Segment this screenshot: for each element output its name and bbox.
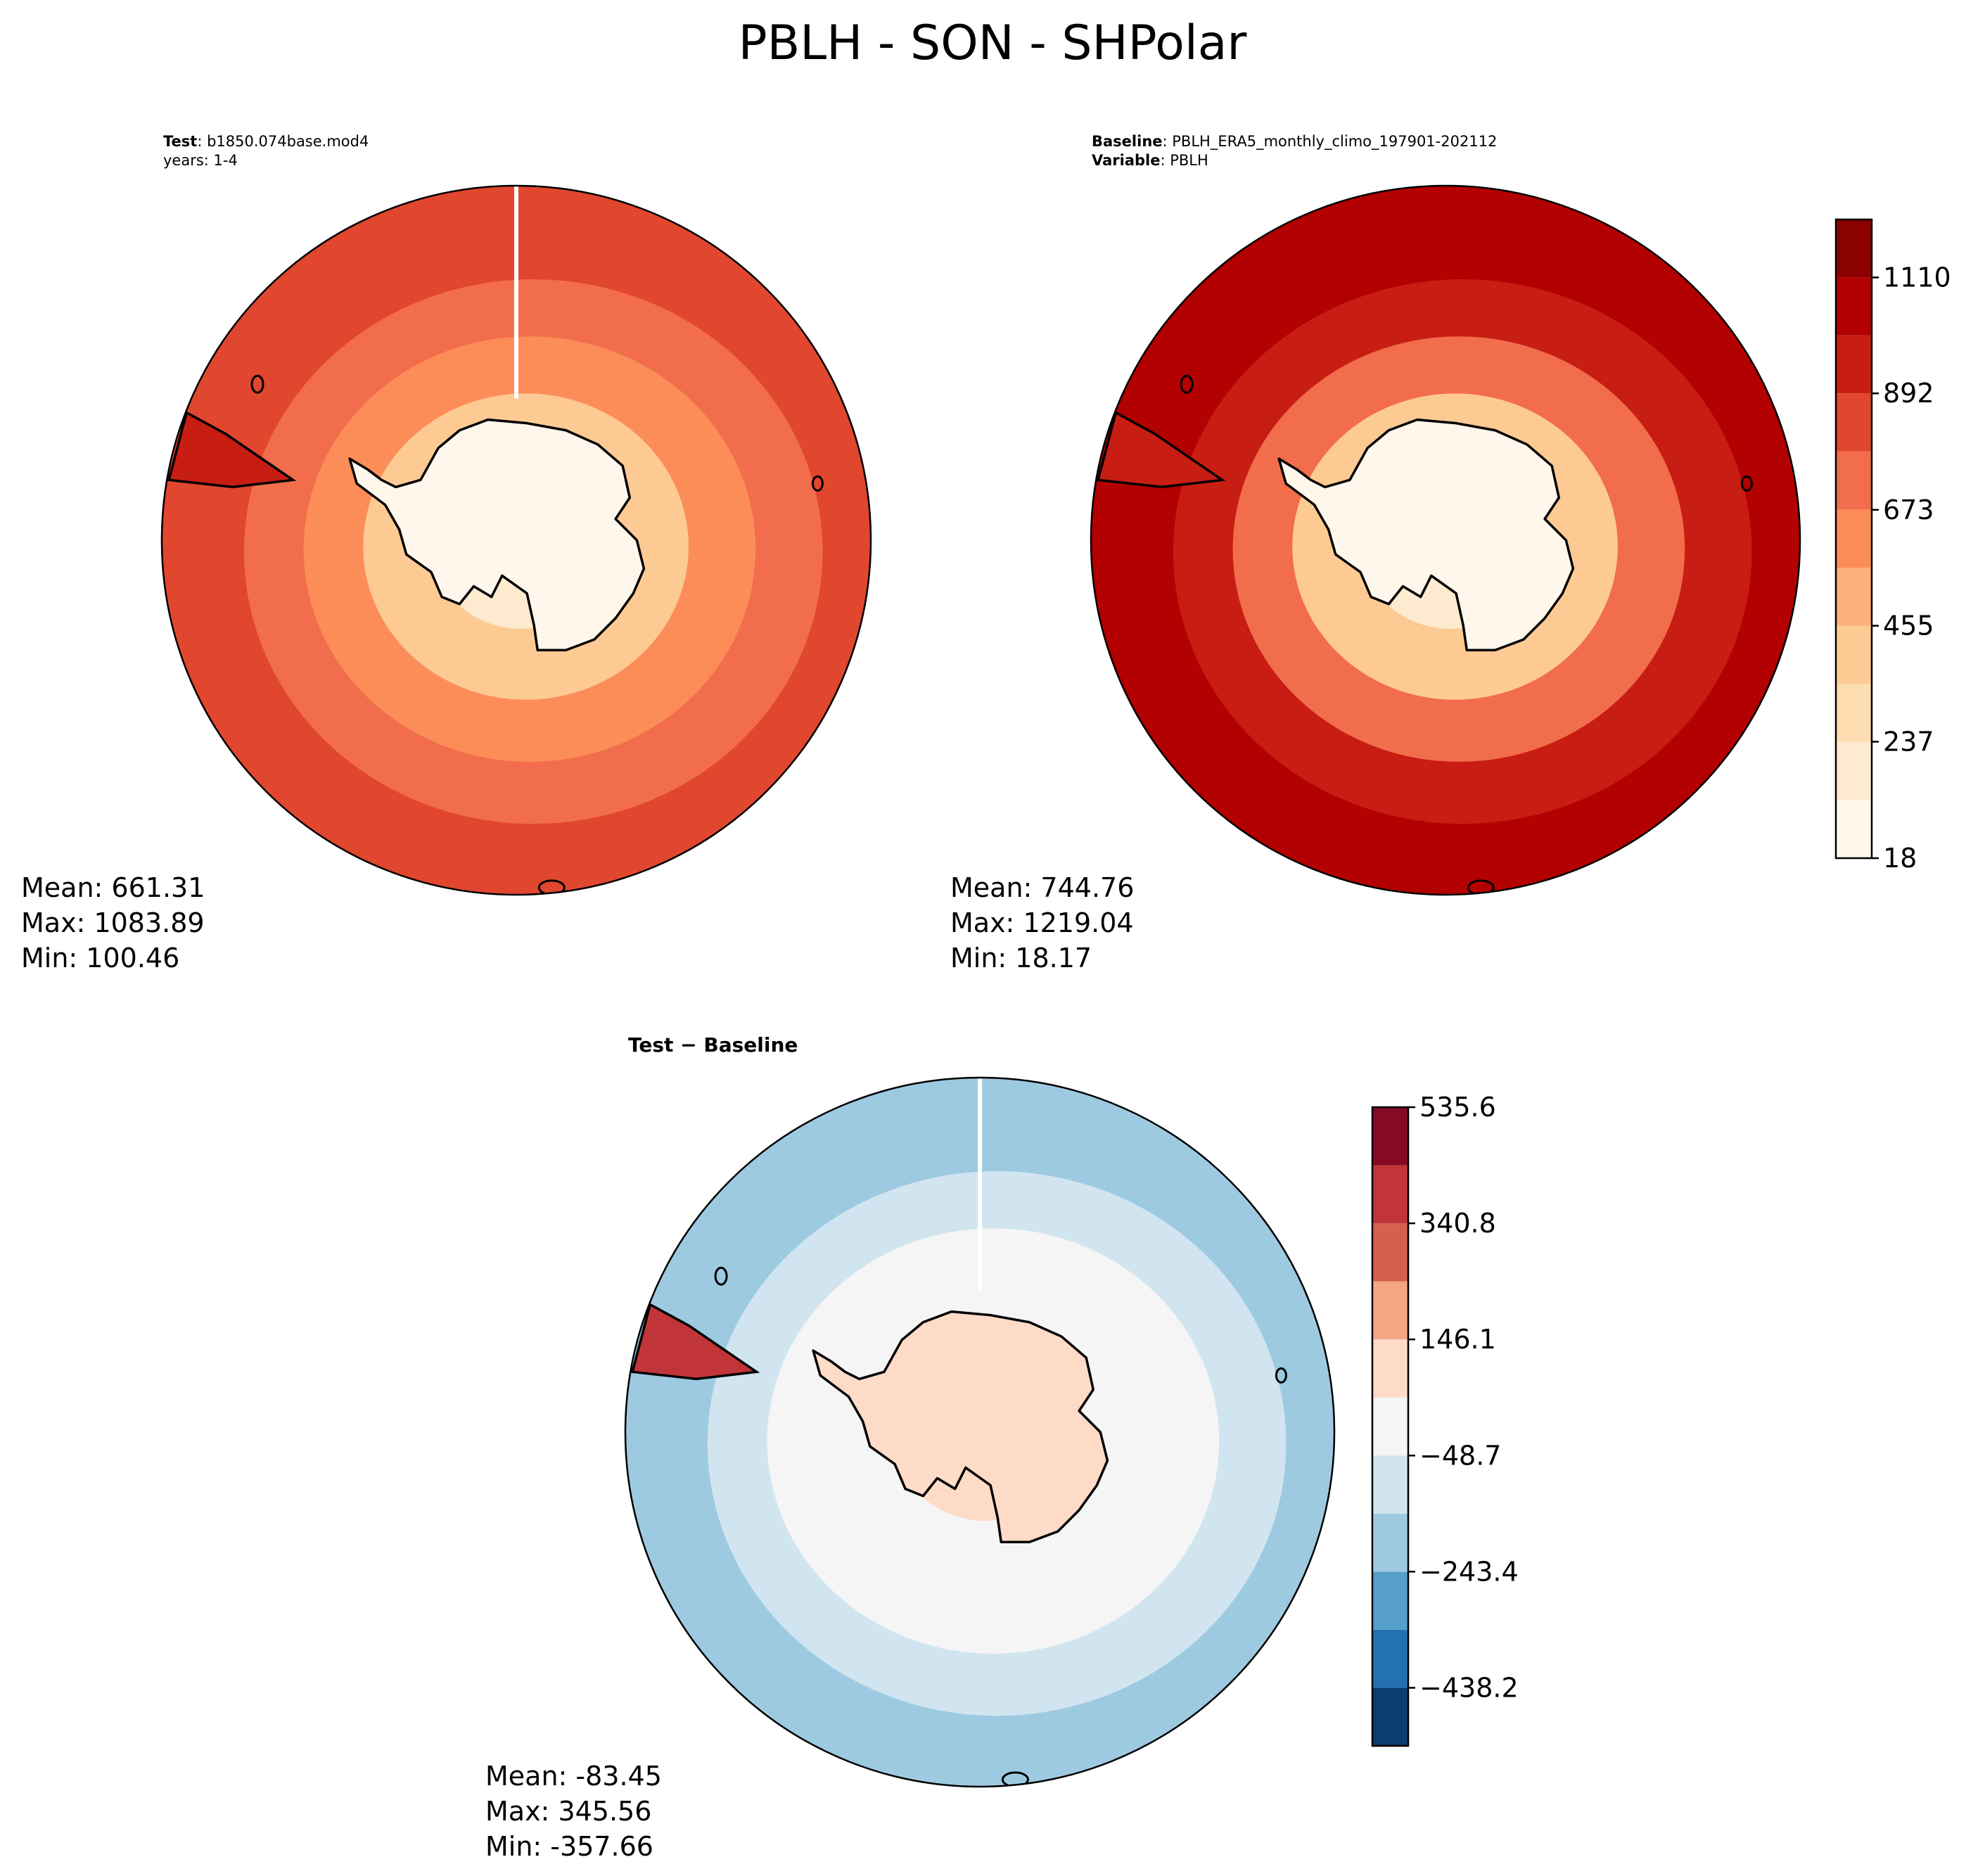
baseline-caption: Baseline: PBLH_ERA5_monthly_climo_197901… [1092,132,1497,170]
test-caption-label: Test [163,133,198,150]
baseline-colorbar-swatch-0 [1836,800,1872,858]
difference-colorbar-swatch-7 [1372,1281,1408,1340]
difference-map [624,1076,1336,1788]
difference-data-seam [978,1078,982,1291]
baseline-map-border [1090,184,1801,896]
baseline-colorbar-swatch-2 [1836,684,1872,742]
test-caption: Test: b1850.074base.mod4 years: 1-4 [163,132,369,170]
test-data-seam [514,186,518,399]
difference-colorbar-swatch-9 [1372,1165,1408,1224]
baseline-caption-value: : PBLH_ERA5_monthly_climo_197901-202112 [1162,133,1498,150]
baseline-caption-variable-label: Variable [1092,152,1161,169]
test-stats: Mean: 661.31 Max: 1083.89 Min: 100.46 [21,870,205,976]
baseline-colorbar-swatch-7 [1836,393,1872,452]
diff-min: Min: -357.66 [485,1831,653,1862]
difference-colorbar-swatch-10 [1372,1107,1408,1166]
test-caption-value: : b1850.074base.mod4 [197,133,369,150]
baseline-colorbar-swatch-6 [1836,451,1872,510]
baseline-colorbar-tick-label-5: 1110 [1883,262,1951,293]
test-coastline [348,418,646,651]
difference-colorbar: 535.6 340.8 146.1 −48.7 −243.4 −438.2 [1371,1092,1519,1747]
baseline-stats: Mean: 744.76 Max: 1219.04 Min: 18.17 [950,870,1134,976]
baseline-colorbar-swatch-1 [1836,741,1872,800]
figure-title: PBLH - SON - SHPolar [738,15,1247,71]
test-min: Min: 100.46 [21,943,180,974]
baseline-caption-label: Baseline [1092,133,1163,150]
diff-caption: Test − Baseline [628,1033,798,1057]
baseline-colorbar-swatch-5 [1836,509,1872,568]
test-caption-years: years: 1-4 [163,152,238,169]
baseline-map-fill [1091,186,1800,895]
difference-colorbar-tick-label-1: 340.8 [1419,1208,1496,1239]
difference-island-falklands [714,1266,728,1286]
baseline-colorbar-swatch-8 [1836,335,1872,394]
difference-colorbar-swatch-6 [1372,1339,1408,1398]
baseline-colorbar-swatch-9 [1836,277,1872,336]
baseline-mean: Mean: 744.76 [950,872,1135,903]
difference-map-border [624,1076,1336,1788]
test-south-america [167,410,297,489]
baseline-max: Max: 1219.04 [950,907,1134,938]
diff-stats: Mean: -83.45 Max: 345.56 Min: -357.66 [485,1759,662,1864]
baseline-colorbar-frame [1834,218,1873,860]
difference-colorbar-swatch-4 [1372,1455,1408,1514]
difference-colorbar-swatch-5 [1372,1397,1408,1456]
test-map-fill [162,186,871,895]
test-island-kerguelen [811,475,824,492]
baseline-min: Min: 18.17 [950,943,1092,974]
difference-coastline [812,1310,1109,1543]
test-map-border [160,184,872,896]
difference-colorbar-tick-label-3: −48.7 [1419,1440,1501,1471]
baseline-south-america [1096,410,1226,489]
test-max: Max: 1083.89 [21,907,205,938]
difference-colorbar-swatch-0 [1372,1687,1408,1746]
test-mean: Mean: 661.31 [21,872,205,903]
difference-map-fill [625,1078,1334,1787]
baseline-colorbar-swatch-10 [1836,219,1872,278]
baseline-map [1090,184,1801,896]
baseline-colorbar-tick-label-4: 892 [1883,378,1934,409]
diff-max: Max: 345.56 [485,1796,652,1827]
baseline-colorbar-tick-label-3: 673 [1883,494,1934,525]
difference-south-america [630,1302,760,1381]
baseline-colorbar: 18 237 455 673 892 1110 [1834,218,1951,874]
test-map [160,184,872,896]
baseline-island-falklands [1180,374,1194,394]
difference-colorbar-swatch-1 [1372,1629,1408,1688]
difference-colorbar-tick-label-4: −243.4 [1419,1556,1519,1587]
difference-colorbar-tick-label-2: 146.1 [1419,1324,1496,1355]
baseline-coastline [1277,418,1575,651]
diff-mean: Mean: -83.45 [485,1761,662,1792]
test-island-falklands [250,374,264,394]
baseline-colorbar-tick-label-0: 18 [1883,843,1917,874]
baseline-colorbar-tick-label-2: 455 [1883,611,1934,642]
baseline-colorbar-tick-label-1: 237 [1883,726,1934,757]
baseline-colorbar-swatch-3 [1836,625,1872,684]
difference-colorbar-tick-label-0: 535.6 [1419,1092,1496,1123]
difference-island-kerguelen [1275,1367,1287,1384]
difference-colorbar-swatch-3 [1372,1513,1408,1572]
baseline-caption-variable-value: : PBLH [1160,152,1208,169]
baseline-colorbar-swatch-4 [1836,568,1872,626]
difference-colorbar-swatch-8 [1372,1223,1408,1282]
difference-colorbar-frame [1371,1106,1410,1747]
difference-colorbar-tick-label-5: −438.2 [1419,1672,1519,1703]
difference-colorbar-swatch-2 [1372,1571,1408,1630]
baseline-island-kerguelen [1740,475,1753,492]
